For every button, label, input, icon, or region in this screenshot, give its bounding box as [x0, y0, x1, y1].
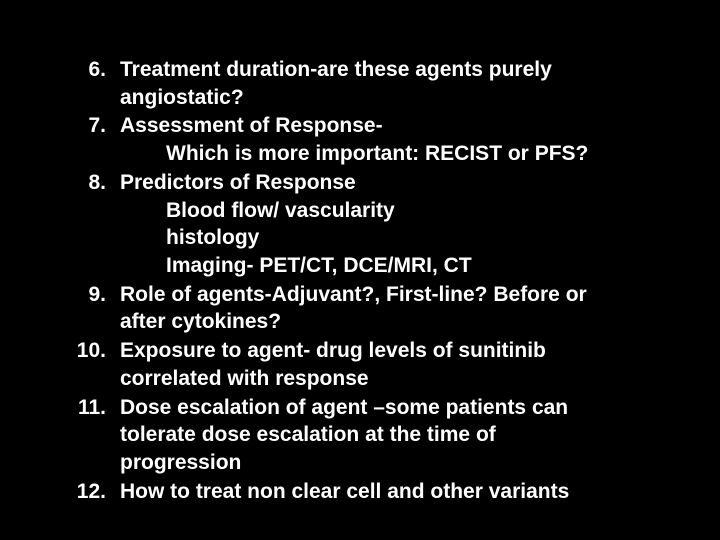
list-item: 7. Assessment of Response- Which is more… [60, 112, 660, 167]
item-subline: Imaging- PET/CT, DCE/MRI, CT [120, 252, 660, 280]
item-line: Predictors of Response [120, 169, 660, 197]
item-number: 11. [60, 394, 120, 477]
item-number: 10. [60, 337, 120, 392]
item-number: 7. [60, 112, 120, 167]
item-content: Treatment duration-are these agents pure… [120, 56, 660, 111]
item-content: Assessment of Response- Which is more im… [120, 112, 660, 167]
numbered-list: 6. Treatment duration-are these agents p… [60, 56, 660, 506]
item-number: 9. [60, 281, 120, 336]
list-item: 9. Role of agents-Adjuvant?, First-line?… [60, 281, 660, 336]
item-line: Role of agents-Adjuvant?, First-line? Be… [120, 281, 660, 309]
item-number: 8. [60, 169, 120, 280]
slide: 6. Treatment duration-are these agents p… [0, 0, 720, 540]
list-item: 6. Treatment duration-are these agents p… [60, 56, 660, 111]
list-item: 11. Dose escalation of agent –some patie… [60, 394, 660, 477]
item-subline: Which is more important: RECIST or PFS? [120, 140, 660, 168]
item-line: Dose escalation of agent –some patients … [120, 394, 660, 422]
item-line: tolerate dose escalation at the time of [120, 421, 660, 449]
item-content: Dose escalation of agent –some patients … [120, 394, 660, 477]
item-line: after cytokines? [120, 308, 660, 336]
item-number: 12. [60, 478, 120, 506]
item-line: angiostatic? [120, 84, 660, 112]
item-line: Assessment of Response- [120, 112, 660, 140]
item-content: Predictors of Response Blood flow/ vascu… [120, 169, 660, 280]
item-content: Role of agents-Adjuvant?, First-line? Be… [120, 281, 660, 336]
item-line: Exposure to agent- drug levels of suniti… [120, 337, 660, 365]
item-line: Treatment duration-are these agents pure… [120, 56, 660, 84]
list-item: 12. How to treat non clear cell and othe… [60, 478, 660, 506]
list-item: 10. Exposure to agent- drug levels of su… [60, 337, 660, 392]
item-subline: Blood flow/ vascularity [120, 197, 660, 225]
item-line: progression [120, 449, 660, 477]
item-subline: histology [120, 224, 660, 252]
list-item: 8. Predictors of Response Blood flow/ va… [60, 169, 660, 280]
item-line: correlated with response [120, 365, 660, 393]
item-line: How to treat non clear cell and other va… [120, 478, 660, 506]
item-content: Exposure to agent- drug levels of suniti… [120, 337, 660, 392]
item-number: 6. [60, 56, 120, 111]
item-content: How to treat non clear cell and other va… [120, 478, 660, 506]
